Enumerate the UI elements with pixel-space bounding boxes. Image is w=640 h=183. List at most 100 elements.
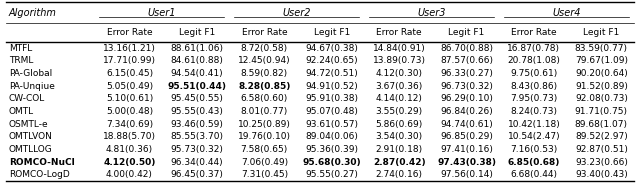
Text: OSMTL-e: OSMTL-e	[9, 120, 49, 129]
Text: 16.87(0.78): 16.87(0.78)	[508, 44, 561, 53]
Text: 4.00(0.42): 4.00(0.42)	[106, 170, 153, 179]
Text: 92.08(0.73): 92.08(0.73)	[575, 94, 628, 103]
Text: 6.68(0.44): 6.68(0.44)	[511, 170, 557, 179]
Text: 4.14(0.12): 4.14(0.12)	[376, 94, 422, 103]
Text: 10.25(0.89): 10.25(0.89)	[238, 120, 291, 129]
Text: CW-COL: CW-COL	[9, 94, 45, 103]
Text: 89.68(1.07): 89.68(1.07)	[575, 120, 628, 129]
Text: 2.87(0.42): 2.87(0.42)	[373, 158, 426, 167]
Text: 20.78(1.08): 20.78(1.08)	[508, 56, 561, 65]
Text: 96.85(0.29): 96.85(0.29)	[440, 132, 493, 141]
Text: 96.29(0.10): 96.29(0.10)	[440, 94, 493, 103]
Text: 95.68(0.30): 95.68(0.30)	[303, 158, 361, 167]
Text: OMTL: OMTL	[9, 107, 34, 116]
Text: 87.57(0.66): 87.57(0.66)	[440, 56, 493, 65]
Text: Error Rate: Error Rate	[511, 28, 557, 37]
Text: 5.86(0.69): 5.86(0.69)	[376, 120, 423, 129]
Text: 94.67(0.38): 94.67(0.38)	[305, 44, 358, 53]
Text: 2.91(0.18): 2.91(0.18)	[376, 145, 422, 154]
Text: 13.16(1.21): 13.16(1.21)	[103, 44, 156, 53]
Text: 6.85(0.68): 6.85(0.68)	[508, 158, 560, 167]
Text: PA-Global: PA-Global	[9, 69, 52, 78]
Text: 3.55(0.29): 3.55(0.29)	[376, 107, 422, 116]
Text: 3.67(0.36): 3.67(0.36)	[376, 82, 423, 91]
Text: 8.01(0.77): 8.01(0.77)	[241, 107, 288, 116]
Text: 14.84(0.91): 14.84(0.91)	[372, 44, 426, 53]
Text: User1: User1	[147, 8, 176, 18]
Text: 96.84(0.26): 96.84(0.26)	[440, 107, 493, 116]
Text: 7.34(0.69): 7.34(0.69)	[106, 120, 153, 129]
Text: Legit F1: Legit F1	[179, 28, 215, 37]
Text: 95.55(0.27): 95.55(0.27)	[305, 170, 358, 179]
Text: Error Rate: Error Rate	[241, 28, 287, 37]
Text: 95.07(0.48): 95.07(0.48)	[305, 107, 358, 116]
Text: 93.23(0.66): 93.23(0.66)	[575, 158, 628, 167]
Text: Algorithm: Algorithm	[9, 8, 57, 18]
Text: ROMCO-LogD: ROMCO-LogD	[9, 170, 70, 179]
Text: 95.36(0.39): 95.36(0.39)	[305, 145, 358, 154]
Text: PA-Unqiue: PA-Unqiue	[9, 82, 55, 91]
Text: Legit F1: Legit F1	[583, 28, 620, 37]
Text: 9.75(0.61): 9.75(0.61)	[510, 69, 557, 78]
Text: Error Rate: Error Rate	[376, 28, 422, 37]
Text: OMTLVON: OMTLVON	[9, 132, 52, 141]
Text: 8.24(0.73): 8.24(0.73)	[511, 107, 557, 116]
Text: 8.59(0.82): 8.59(0.82)	[241, 69, 288, 78]
Text: 95.45(0.55): 95.45(0.55)	[170, 94, 223, 103]
Text: User3: User3	[417, 8, 445, 18]
Text: 5.00(0.48): 5.00(0.48)	[106, 107, 153, 116]
Text: 8.72(0.58): 8.72(0.58)	[241, 44, 288, 53]
Text: 96.73(0.32): 96.73(0.32)	[440, 82, 493, 91]
Text: 12.45(0.94): 12.45(0.94)	[238, 56, 291, 65]
Text: 2.74(0.16): 2.74(0.16)	[376, 170, 422, 179]
Text: 93.46(0.59): 93.46(0.59)	[170, 120, 223, 129]
Text: 96.33(0.27): 96.33(0.27)	[440, 69, 493, 78]
Text: MTFL: MTFL	[9, 44, 32, 53]
Text: 97.41(0.16): 97.41(0.16)	[440, 145, 493, 154]
Text: 89.52(2.97): 89.52(2.97)	[575, 132, 628, 141]
Text: Legit F1: Legit F1	[314, 28, 350, 37]
Text: TRML: TRML	[9, 56, 33, 65]
Text: ROMCO-NuCl: ROMCO-NuCl	[9, 158, 75, 167]
Text: 8.28(0.85): 8.28(0.85)	[238, 82, 291, 91]
Text: 7.06(0.49): 7.06(0.49)	[241, 158, 288, 167]
Text: 6.15(0.45): 6.15(0.45)	[106, 69, 153, 78]
Text: 3.54(0.30): 3.54(0.30)	[376, 132, 422, 141]
Text: 88.61(1.06): 88.61(1.06)	[170, 44, 223, 53]
Text: 96.45(0.37): 96.45(0.37)	[170, 170, 223, 179]
Text: 4.12(0.30): 4.12(0.30)	[376, 69, 422, 78]
Text: 94.74(0.61): 94.74(0.61)	[440, 120, 493, 129]
Text: 8.43(0.86): 8.43(0.86)	[510, 82, 557, 91]
Text: 7.31(0.45): 7.31(0.45)	[241, 170, 288, 179]
Text: OMTLLOG: OMTLLOG	[9, 145, 52, 154]
Text: 79.67(1.09): 79.67(1.09)	[575, 56, 628, 65]
Text: 19.76(0.10): 19.76(0.10)	[238, 132, 291, 141]
Text: 91.52(0.89): 91.52(0.89)	[575, 82, 628, 91]
Text: 5.10(0.61): 5.10(0.61)	[106, 94, 153, 103]
Text: 84.61(0.88): 84.61(0.88)	[170, 56, 223, 65]
Text: 7.16(0.53): 7.16(0.53)	[510, 145, 557, 154]
Text: 94.54(0.41): 94.54(0.41)	[171, 69, 223, 78]
Text: 7.58(0.65): 7.58(0.65)	[241, 145, 288, 154]
Text: 96.34(0.44): 96.34(0.44)	[171, 158, 223, 167]
Text: 85.55(3.70): 85.55(3.70)	[170, 132, 223, 141]
Text: 89.04(0.06): 89.04(0.06)	[305, 132, 358, 141]
Text: 92.24(0.65): 92.24(0.65)	[305, 56, 358, 65]
Text: 13.89(0.73): 13.89(0.73)	[372, 56, 426, 65]
Text: 95.51(0.44): 95.51(0.44)	[168, 82, 227, 91]
Text: User2: User2	[282, 8, 311, 18]
Text: 10.42(1.18): 10.42(1.18)	[508, 120, 561, 129]
Text: 94.91(0.52): 94.91(0.52)	[305, 82, 358, 91]
Text: 91.71(0.75): 91.71(0.75)	[575, 107, 628, 116]
Text: Error Rate: Error Rate	[107, 28, 152, 37]
Text: 6.58(0.60): 6.58(0.60)	[241, 94, 288, 103]
Text: 95.73(0.32): 95.73(0.32)	[170, 145, 223, 154]
Text: 92.87(0.51): 92.87(0.51)	[575, 145, 628, 154]
Text: 93.61(0.57): 93.61(0.57)	[305, 120, 358, 129]
Text: 86.70(0.88): 86.70(0.88)	[440, 44, 493, 53]
Text: 4.81(0.36): 4.81(0.36)	[106, 145, 153, 154]
Text: Legit F1: Legit F1	[449, 28, 484, 37]
Text: 17.71(0.99): 17.71(0.99)	[103, 56, 156, 65]
Text: 4.12(0.50): 4.12(0.50)	[103, 158, 156, 167]
Text: 97.43(0.38): 97.43(0.38)	[437, 158, 496, 167]
